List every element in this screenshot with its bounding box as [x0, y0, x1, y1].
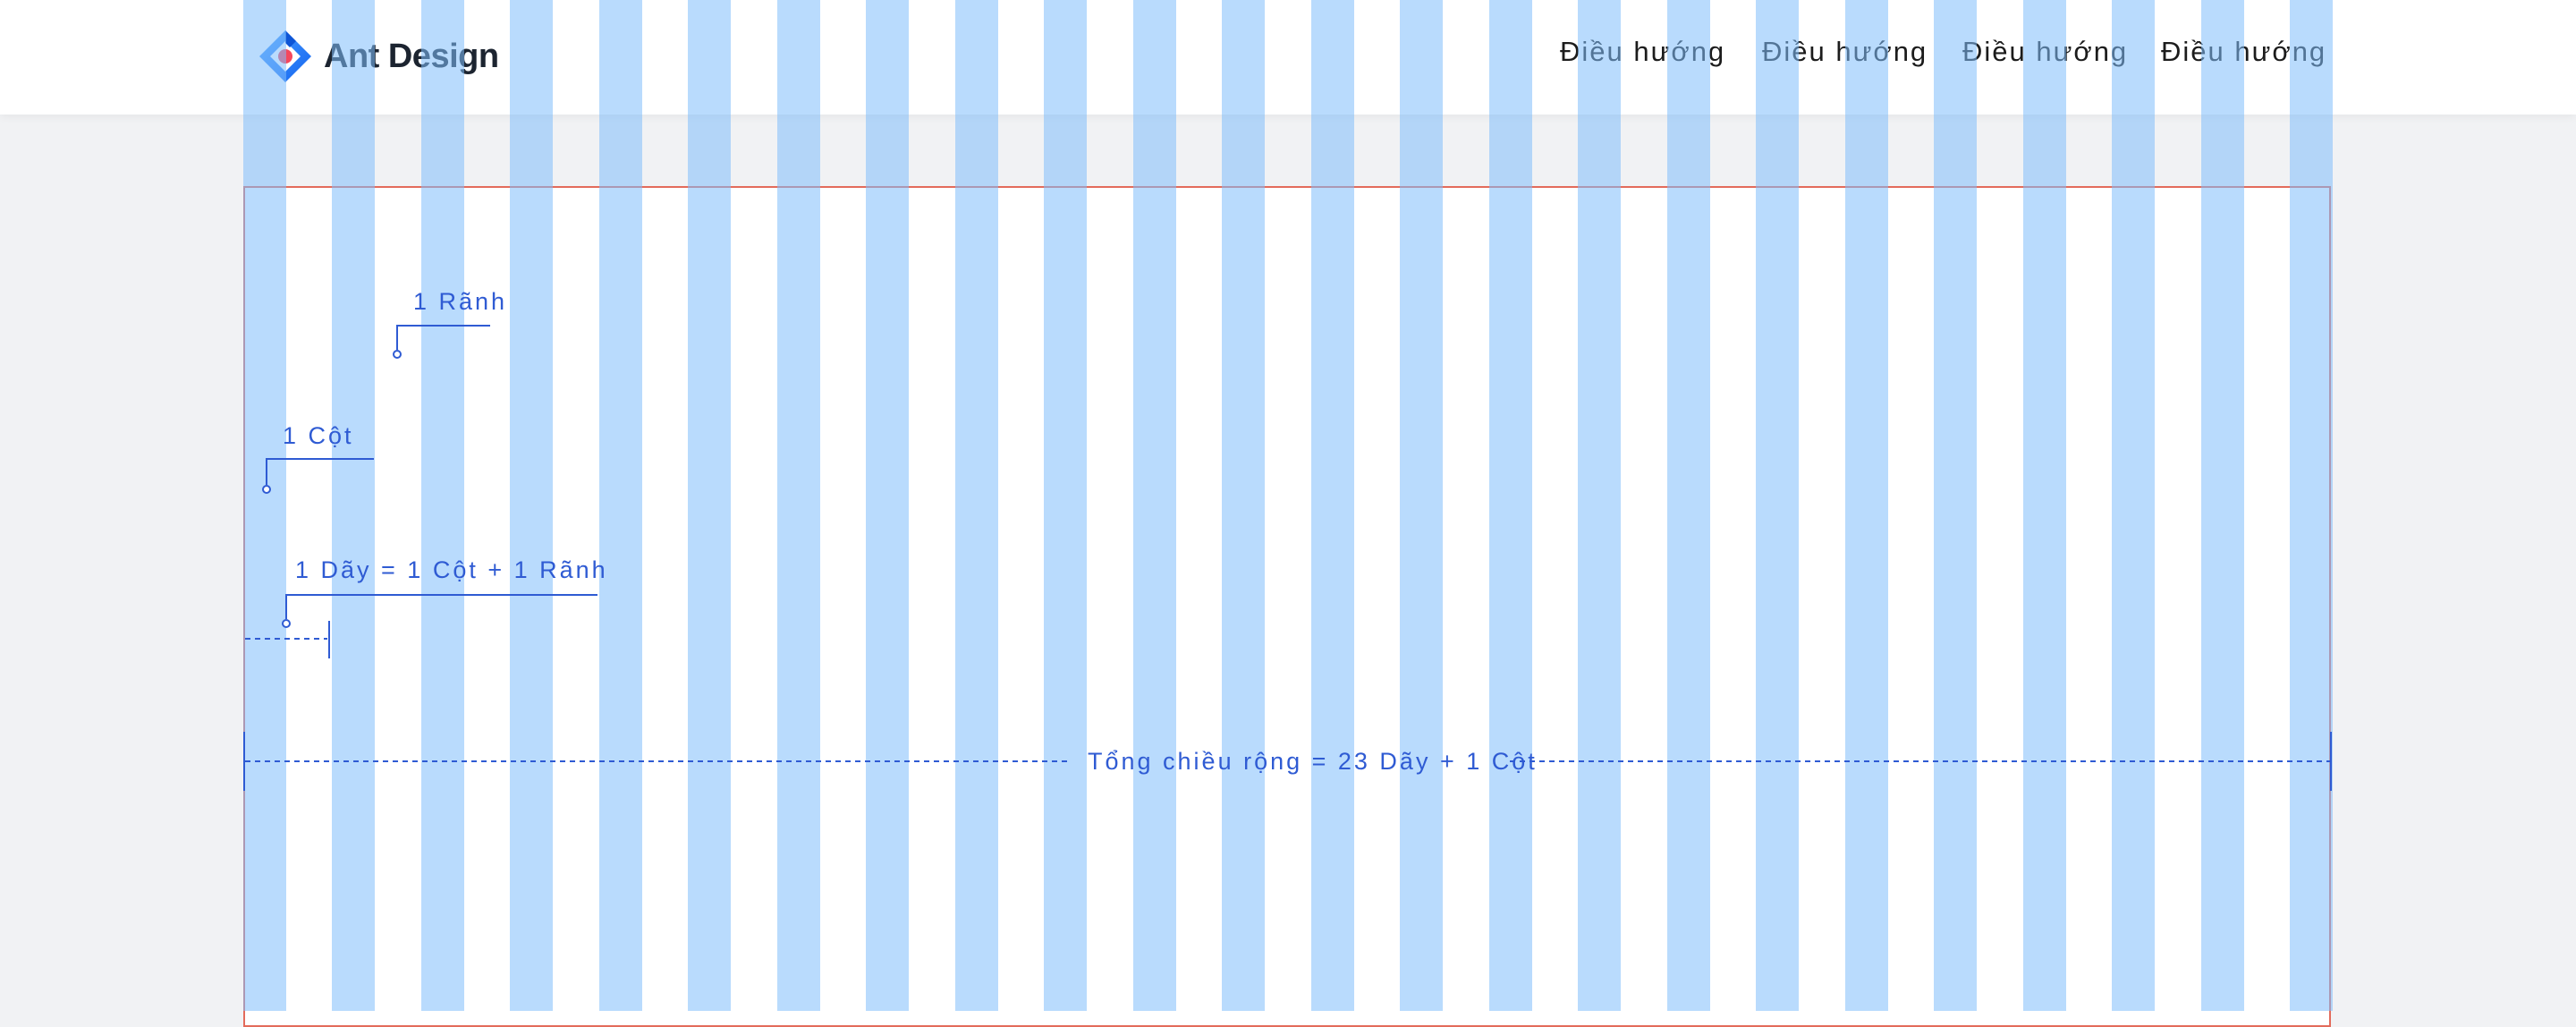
column-callout-line: [266, 458, 374, 485]
column-callout-dot: [262, 485, 271, 494]
gutter-callout-dot: [393, 350, 402, 359]
strip-callout-line: [285, 594, 597, 619]
gutter-callout-line: [396, 325, 490, 350]
strip-callout-dot: [282, 619, 291, 628]
content-panel: [243, 186, 2331, 1027]
